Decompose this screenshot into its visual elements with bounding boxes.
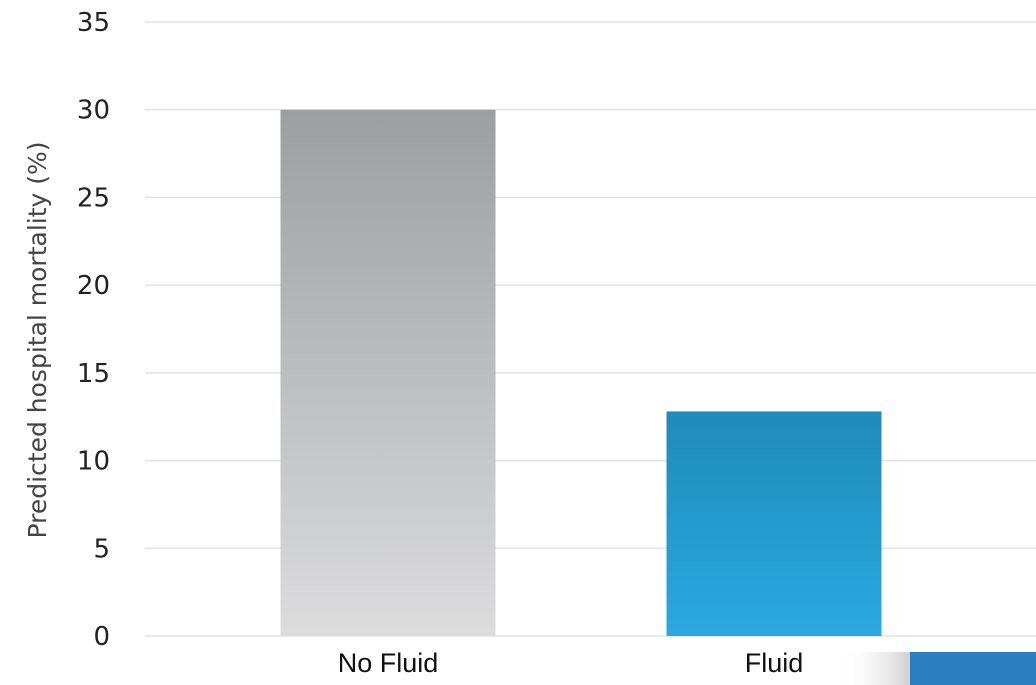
- y-axis-ticks: 0 5 10 15 20 25 30 35: [77, 8, 110, 652]
- y-tick-label: 25: [77, 183, 110, 213]
- x-tick-label: Fluid: [745, 648, 804, 678]
- bar-no-fluid: [280, 109, 496, 636]
- y-tick-label: 15: [77, 359, 110, 389]
- y-tick-label: 35: [77, 8, 110, 38]
- y-tick-label: 0: [93, 622, 110, 652]
- y-tick-label: 10: [77, 447, 110, 477]
- y-tick-label: 20: [77, 271, 110, 301]
- bar-fluid: [666, 411, 882, 636]
- y-tick-label: 30: [77, 96, 110, 126]
- corner-decoration: [840, 652, 1036, 685]
- corner-gradient-strip: [840, 652, 910, 685]
- gridlines: [145, 21, 1036, 637]
- corner-blue-block: [910, 652, 1036, 685]
- x-axis-labels: No Fluid Fluid: [338, 648, 804, 678]
- y-tick-label: 5: [93, 534, 110, 564]
- bars: [280, 109, 882, 636]
- y-axis-title: Predicted hospital mortality (%): [23, 141, 52, 538]
- x-tick-label: No Fluid: [338, 648, 439, 678]
